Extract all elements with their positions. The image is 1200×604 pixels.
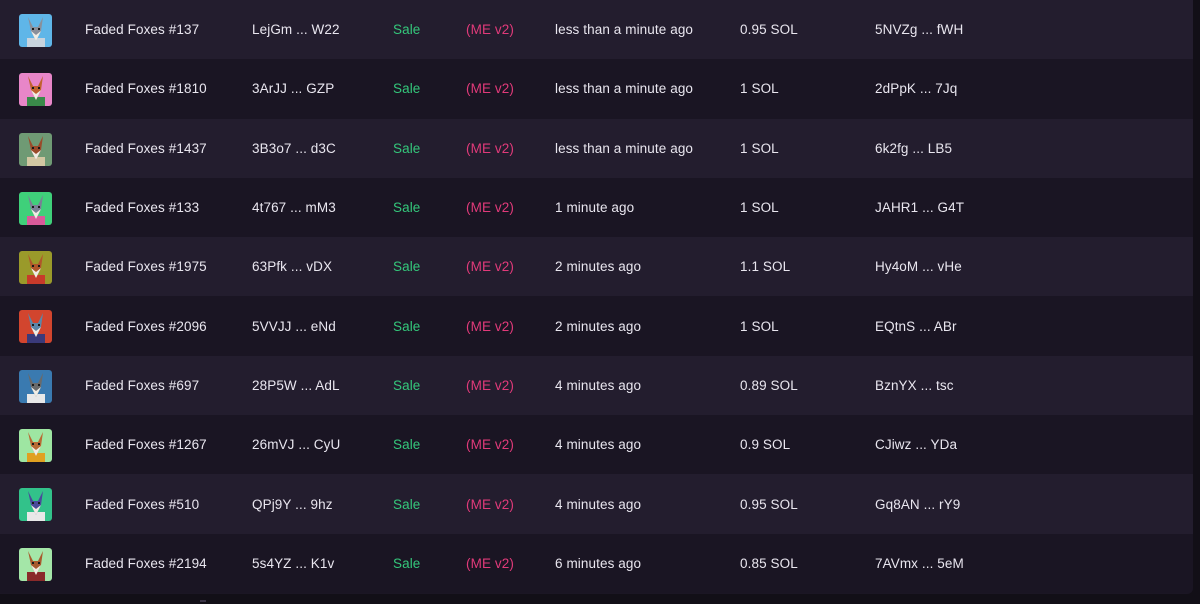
marketplace-label: (ME v2) — [466, 22, 514, 38]
transaction-time: 4 minutes ago — [555, 496, 642, 512]
nft-name[interactable]: Faded Foxes #2194 — [85, 555, 207, 571]
nft-name[interactable]: Faded Foxes #1437 — [85, 140, 207, 156]
nft-thumbnail[interactable] — [19, 310, 52, 344]
transaction-type: Sale — [393, 140, 421, 156]
buyer-address[interactable]: 2dPpK ... 7Jq — [875, 81, 958, 97]
marketplace-label: (ME v2) — [466, 200, 514, 216]
mint-address[interactable]: 5VVJJ ... eNd — [252, 318, 336, 334]
activity-row[interactable]: Faded Foxes #1810 3ArJJ ... GZP Sale (ME v2… — [0, 59, 1193, 119]
nft-name[interactable]: Faded Foxes #697 — [85, 377, 200, 393]
nft-thumbnail[interactable] — [19, 488, 52, 522]
sale-price: 1 SOL — [740, 140, 779, 156]
buyer-address[interactable]: 5NVZg ... fWH — [875, 22, 964, 38]
marketplace-label: (ME v2) — [466, 259, 514, 275]
mint-address[interactable]: 63Pfk ... vDX — [252, 259, 333, 275]
mint-address[interactable]: 3B3o7 ... d3C — [252, 140, 336, 156]
marketplace-label: (ME v2) — [466, 318, 514, 334]
activity-row[interactable]: Faded Foxes #1437 3B3o7 ... d3C Sale (ME v2… — [0, 118, 1193, 178]
sale-price: 0.95 SOL — [740, 496, 798, 512]
nft-thumbnail[interactable] — [19, 132, 52, 166]
transaction-time: 4 minutes ago — [555, 377, 642, 393]
transaction-time: 6 minutes ago — [555, 555, 642, 571]
sale-price: 1 SOL — [740, 200, 779, 216]
sale-price: 1 SOL — [740, 318, 779, 334]
nft-name[interactable]: Faded Foxes #2096 — [85, 318, 207, 334]
activity-row[interactable]: Faded Foxes #133 4t767 ... mM3 Sale (ME v2)… — [0, 177, 1193, 238]
nft-name[interactable]: Faded Foxes #510 — [85, 496, 200, 512]
transaction-time: 1 minute ago — [555, 200, 635, 216]
marketplace-label: (ME v2) — [466, 555, 514, 571]
activity-table: Faded Foxes #137 LejGm ... W22 Sale (ME v2)… — [0, 0, 1193, 594]
nft-name[interactable]: Faded Foxes #1975 — [85, 259, 207, 275]
nft-thumbnail[interactable] — [19, 14, 52, 47]
nft-name[interactable]: Faded Foxes #1810 — [85, 81, 207, 97]
nft-thumbnail[interactable] — [19, 369, 52, 403]
activity-row[interactable]: Faded Foxes #2194 5s4YZ ... K1v Sale (ME v2… — [0, 533, 1193, 593]
buyer-address[interactable]: EQtnS ... ABr — [875, 318, 957, 334]
sale-price: 0.89 SOL — [740, 377, 798, 393]
transaction-type: Sale — [393, 318, 421, 334]
mint-address[interactable]: 4t767 ... mM3 — [252, 200, 336, 216]
marketplace-label: (ME v2) — [466, 437, 514, 453]
transaction-type: Sale — [393, 200, 421, 216]
nft-thumbnail[interactable] — [19, 547, 52, 581]
activity-row[interactable]: Faded Foxes #2096 5VVJJ ... eNd Sale (ME v2… — [0, 296, 1193, 356]
scroll-indicator — [200, 600, 206, 602]
transaction-time: less than a minute ago — [555, 81, 694, 97]
sale-price: 1 SOL — [740, 81, 779, 97]
mint-address[interactable]: 28P5W ... AdL — [252, 377, 340, 393]
sale-price: 0.9 SOL — [740, 437, 791, 453]
mint-address[interactable]: QPj9Y ... 9hz — [252, 496, 333, 512]
nft-name[interactable]: Faded Foxes #133 — [85, 200, 200, 216]
nft-thumbnail[interactable] — [19, 251, 52, 285]
sale-price: 0.85 SOL — [740, 555, 798, 571]
transaction-type: Sale — [393, 437, 421, 453]
nft-name[interactable]: Faded Foxes #1267 — [85, 437, 207, 453]
marketplace-label: (ME v2) — [466, 140, 514, 156]
mint-address[interactable]: 5s4YZ ... K1v — [252, 555, 335, 571]
transaction-type: Sale — [393, 377, 421, 393]
mint-address[interactable]: LejGm ... W22 — [252, 22, 340, 38]
activity-row[interactable]: Faded Foxes #1267 26mVJ ... CyU Sale (ME v2… — [0, 415, 1193, 475]
nft-thumbnail[interactable] — [19, 191, 52, 225]
transaction-type: Sale — [393, 259, 421, 275]
buyer-address[interactable]: Gq8AN ... rY9 — [875, 496, 961, 512]
transaction-type: Sale — [393, 496, 421, 512]
buyer-address[interactable]: JAHR1 ... G4T — [875, 200, 965, 216]
transaction-time: less than a minute ago — [555, 22, 694, 38]
mint-address[interactable]: 3ArJJ ... GZP — [252, 81, 335, 97]
transaction-time: 4 minutes ago — [555, 437, 642, 453]
activity-row[interactable]: Faded Foxes #697 28P5W ... AdL Sale (ME v2)… — [0, 355, 1193, 416]
activity-row[interactable]: Faded Foxes #1975 63Pfk ... vDX Sale (ME v2… — [0, 237, 1193, 297]
activity-row[interactable]: Faded Foxes #137 LejGm ... W22 Sale (ME v2)… — [0, 0, 1193, 60]
buyer-address[interactable]: Hy4oM ... vHe — [875, 259, 962, 275]
transaction-time: less than a minute ago — [555, 140, 694, 156]
buyer-address[interactable]: BznYX ... tsc — [875, 377, 954, 393]
sale-price: 1.1 SOL — [740, 259, 791, 275]
marketplace-label: (ME v2) — [466, 496, 514, 512]
nft-thumbnail[interactable] — [19, 429, 52, 463]
transaction-type: Sale — [393, 555, 421, 571]
transaction-time: 2 minutes ago — [555, 259, 642, 275]
buyer-address[interactable]: CJiwz ... YDa — [875, 437, 958, 453]
sale-price: 0.95 SOL — [740, 22, 798, 38]
nft-name[interactable]: Faded Foxes #137 — [85, 22, 200, 38]
nft-thumbnail[interactable] — [19, 73, 52, 107]
buyer-address[interactable]: 7AVmx ... 5eM — [875, 555, 964, 571]
transaction-type: Sale — [393, 81, 421, 97]
mint-address[interactable]: 26mVJ ... CyU — [252, 437, 341, 453]
transaction-type: Sale — [393, 22, 421, 38]
transaction-time: 2 minutes ago — [555, 318, 642, 334]
activity-row[interactable]: Faded Foxes #510 QPj9Y ... 9hz Sale (ME v2)… — [0, 474, 1193, 534]
buyer-address[interactable]: 6k2fg ... LB5 — [875, 140, 953, 156]
marketplace-label: (ME v2) — [466, 377, 514, 393]
marketplace-label: (ME v2) — [466, 81, 514, 97]
